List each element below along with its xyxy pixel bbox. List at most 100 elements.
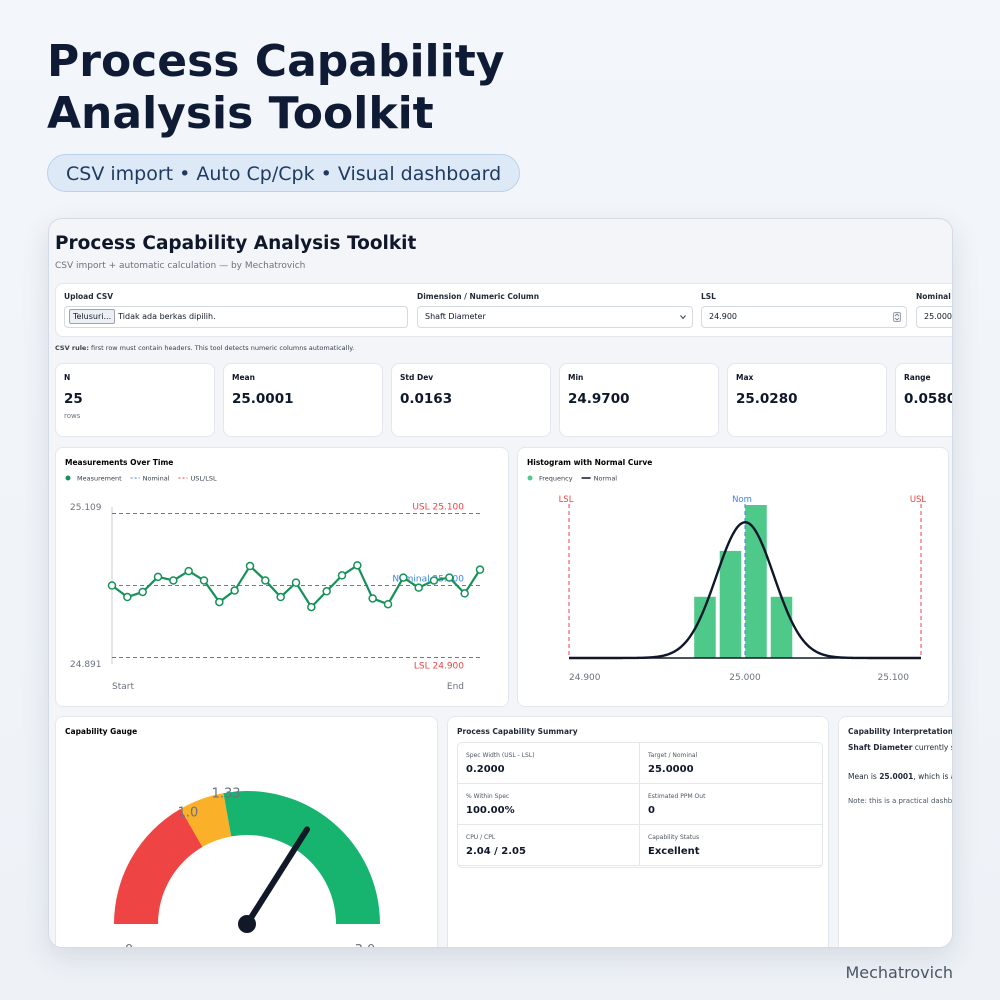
interpretation-card: Capability Interpretation Shaft Diameter… bbox=[838, 716, 953, 947]
gauge-card: Capability Gauge 0 1.0 1.33 3.0 bbox=[55, 716, 438, 948]
summary-grid: Spec Width (USL - LSL) 0.2000 Target / Nom… bbox=[457, 742, 823, 868]
file-input[interactable]: Telusuri... Tidak ada berkas dipilih. bbox=[64, 306, 408, 328]
summary-label: Spec Width (USL - LSL) bbox=[466, 752, 535, 759]
x-tick-label: 24.900 bbox=[569, 673, 601, 683]
data-point bbox=[353, 561, 362, 570]
line-chart-card: Measurements Over Time Measurement Nominal… bbox=[55, 447, 509, 707]
card-title: Capability Interpretation bbox=[848, 727, 953, 736]
data-point bbox=[429, 576, 439, 585]
text-run: currently shows excellent capability. bbox=[914, 743, 952, 752]
summary-label: Capability Status bbox=[648, 834, 700, 841]
summary-cell: Spec Width (USL - LSL) 0.2000 bbox=[458, 743, 640, 784]
legend-swatch bbox=[65, 475, 71, 481]
lsl-input[interactable]: 24.900 bbox=[701, 306, 907, 328]
stat-label: N bbox=[64, 373, 71, 382]
stat-value: 25.0001 bbox=[232, 391, 294, 407]
summary-value: 0.2000 bbox=[466, 764, 505, 775]
data-point bbox=[383, 599, 393, 609]
data-point bbox=[215, 597, 224, 607]
summary-cell: Estimated PPM Out 0 bbox=[640, 784, 822, 825]
line-chart: Measurements Over Time Measurement Nominal… bbox=[65, 458, 485, 692]
legend-label: Measurement bbox=[77, 474, 122, 482]
input-value: 25.000 bbox=[924, 312, 952, 321]
stat-unit: rows bbox=[64, 412, 81, 420]
data-point bbox=[460, 589, 469, 598]
histogram-card: Histogram with Normal Curve Frequency Norm… bbox=[517, 447, 949, 707]
text-run: Note: this is a practical dashboard. bbox=[848, 797, 953, 805]
data-point bbox=[138, 587, 147, 597]
histogram-chart: Histogram with Normal Curve Frequency Norm… bbox=[527, 458, 927, 683]
data-point bbox=[245, 561, 255, 571]
reference-label: USL bbox=[910, 495, 927, 505]
stat-card: Min 24.9700 bbox=[559, 363, 719, 437]
data-point bbox=[307, 602, 316, 612]
nominal-input[interactable]: 25.000 bbox=[916, 306, 952, 328]
gauge-segment bbox=[114, 808, 203, 924]
data-point bbox=[199, 576, 209, 585]
data-point bbox=[368, 594, 377, 603]
summary-cell: % Within Spec 100.00% bbox=[458, 784, 640, 825]
text-run: Mean is bbox=[848, 772, 880, 781]
tagline: CSV import • Auto Cp/Cpk • Visual dashbo… bbox=[47, 154, 521, 192]
interpretation-paragraph: Shaft Diameter currently shows excellent… bbox=[848, 743, 952, 752]
data-point bbox=[399, 573, 408, 582]
form-card: Upload CSV Telusuri... Tidak ada berkas d… bbox=[55, 283, 952, 337]
gauge-segment bbox=[223, 791, 380, 924]
reference-label: LSL bbox=[559, 495, 574, 505]
app-subtitle: CSV import + automatic calculation — by … bbox=[55, 261, 306, 271]
reference-label: USL 25.100 bbox=[412, 502, 464, 512]
stat-card: Range 0.0580 bbox=[895, 363, 952, 437]
text-run: 25.0001 bbox=[879, 772, 914, 781]
legend-label: Nominal bbox=[143, 474, 170, 482]
stat-label: Mean bbox=[232, 373, 255, 382]
summary-cell: Target / Nominal 25.0000 bbox=[640, 743, 822, 784]
stat-value: 0.0163 bbox=[400, 391, 453, 407]
gauge-chart: Capability Gauge 0 1.0 1.33 3.0 bbox=[65, 727, 380, 948]
browse-button[interactable]: Telusuri... bbox=[69, 309, 116, 324]
x-tick-label: Start bbox=[112, 682, 134, 692]
chevron bbox=[680, 315, 686, 320]
legend-label: Normal bbox=[594, 474, 618, 482]
needle-hub bbox=[238, 915, 256, 933]
stat-label: Max bbox=[736, 373, 754, 382]
summary-value: Excellent bbox=[648, 846, 700, 857]
field-label: Dimension / Numeric Column bbox=[417, 292, 540, 301]
gauge-tick-label: 1.0 bbox=[178, 805, 199, 820]
summary-label: Target / Nominal bbox=[648, 752, 698, 759]
data-point bbox=[414, 583, 423, 592]
reference-label: Nom bbox=[732, 495, 752, 505]
stat-card: N 25 rows bbox=[55, 363, 215, 437]
data-point bbox=[445, 573, 454, 582]
x-tick-label: 25.000 bbox=[729, 673, 761, 683]
spinner bbox=[893, 312, 901, 322]
hero-title: Process Capability Analysis Toolkit bbox=[47, 36, 505, 139]
x-tick-label: 25.100 bbox=[878, 673, 910, 683]
legend-label: Frequency bbox=[539, 474, 573, 482]
stat-label: Std Dev bbox=[400, 373, 434, 382]
chart-title: Measurements Over Time bbox=[65, 458, 173, 467]
data-point bbox=[184, 566, 193, 576]
select-value: Shaft Diameter bbox=[425, 312, 486, 321]
stat-card: Mean 25.0001 bbox=[223, 363, 383, 437]
stat-value: 25.0280 bbox=[736, 391, 798, 407]
field-label: LSL bbox=[701, 292, 716, 301]
data-point bbox=[276, 592, 285, 602]
stat-card: Max 25.0280 bbox=[727, 363, 887, 437]
input-value: 24.900 bbox=[709, 312, 737, 321]
interpretation-paragraph: Mean is 25.0001, which is above nominal. bbox=[848, 772, 952, 781]
y-tick-label: 25.109 bbox=[70, 503, 102, 513]
card-title: Process Capability Summary bbox=[457, 727, 578, 736]
gauge-tick-label: 3.0 bbox=[355, 943, 376, 948]
data-point bbox=[169, 576, 178, 585]
summary-label: CPU / CPL bbox=[466, 834, 496, 841]
text-run: , which is above nominal. bbox=[913, 772, 952, 781]
stat-label: Range bbox=[904, 373, 931, 382]
summary-cell: Capability Status Excellent bbox=[640, 825, 822, 866]
gauge-tick-label: 1.33 bbox=[212, 787, 241, 802]
field-label: Upload CSV bbox=[64, 292, 114, 301]
interpretation-paragraph: Note: this is a practical dashboard. bbox=[848, 797, 953, 805]
column-select[interactable]: Shaft Diameter bbox=[417, 306, 693, 328]
data-point bbox=[153, 572, 163, 582]
summary-value: 0 bbox=[648, 805, 655, 816]
app-window: Process Capability Analysis Toolkit CSV … bbox=[48, 218, 953, 948]
